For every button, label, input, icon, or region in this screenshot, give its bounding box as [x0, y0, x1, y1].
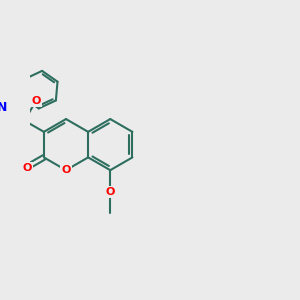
Text: O: O — [23, 164, 32, 173]
Text: O: O — [61, 165, 71, 175]
Text: N: N — [0, 101, 7, 114]
Text: O: O — [106, 187, 115, 197]
Text: O: O — [31, 96, 40, 106]
